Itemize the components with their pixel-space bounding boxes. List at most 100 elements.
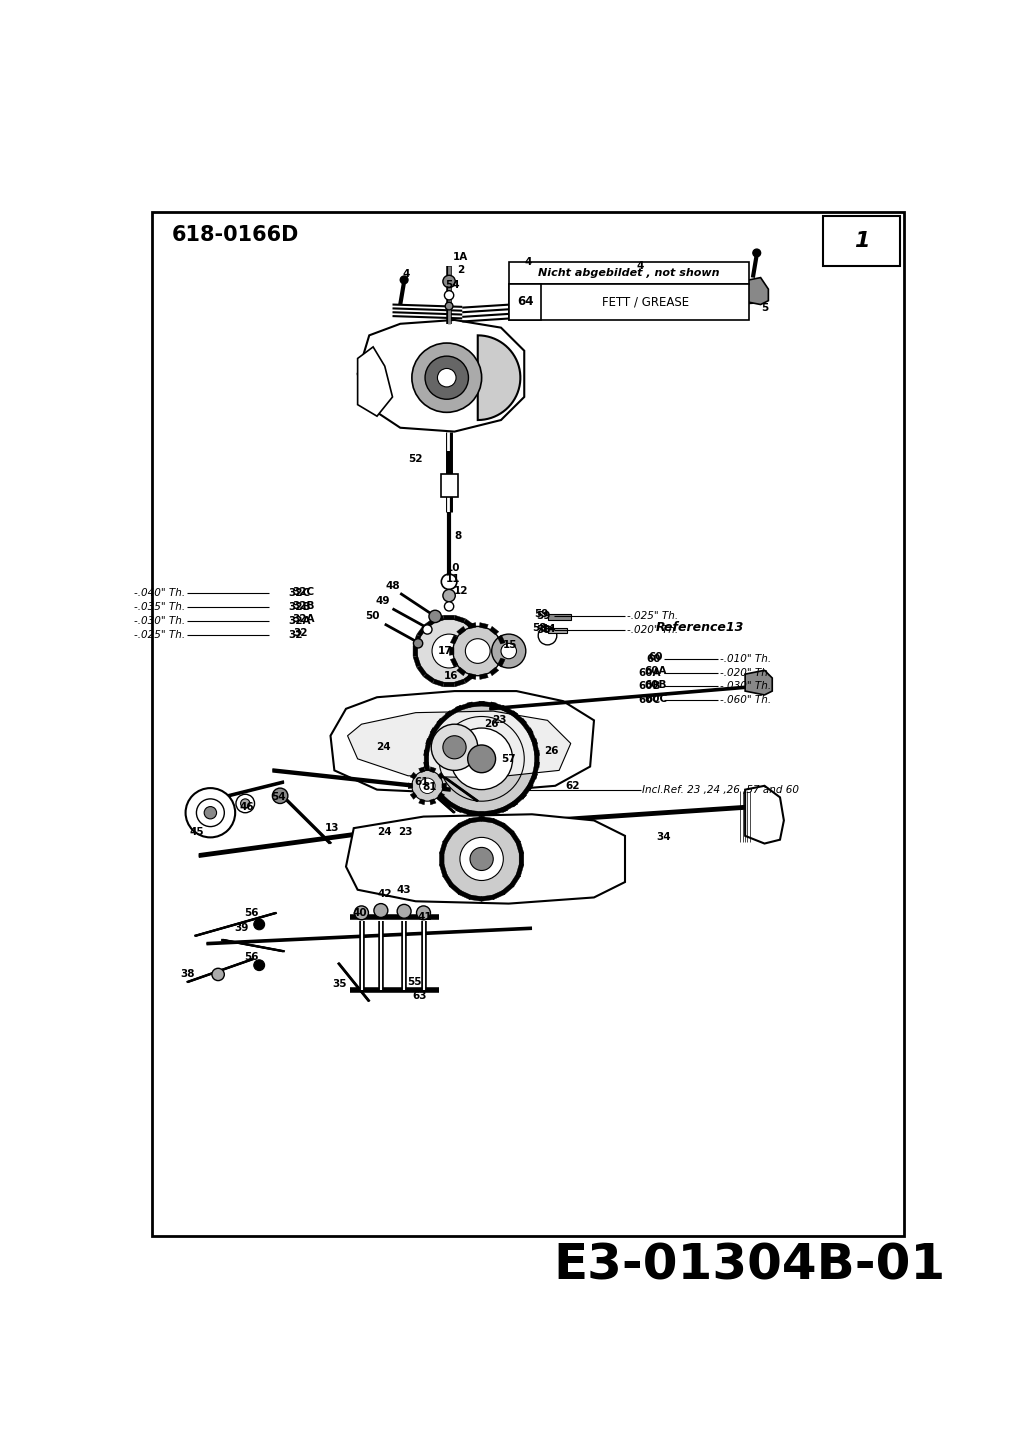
Polygon shape (438, 793, 445, 799)
Text: 41: 41 (418, 912, 432, 922)
Text: -.020" Th.: -.020" Th. (719, 667, 771, 677)
Circle shape (427, 705, 536, 813)
Polygon shape (457, 627, 465, 635)
Polygon shape (430, 718, 444, 735)
Polygon shape (440, 841, 447, 854)
Text: 56: 56 (245, 952, 259, 962)
Text: 24: 24 (376, 742, 390, 752)
Text: 58: 58 (536, 625, 551, 635)
Polygon shape (413, 635, 421, 645)
Text: 60A: 60A (638, 667, 660, 677)
Circle shape (400, 276, 408, 284)
Text: -.010" Th.: -.010" Th. (719, 654, 771, 664)
Circle shape (240, 799, 250, 807)
Polygon shape (502, 647, 506, 655)
Text: -.025" Th.: -.025" Th. (626, 612, 678, 621)
Polygon shape (478, 336, 520, 420)
Polygon shape (479, 810, 496, 816)
Circle shape (443, 589, 455, 602)
Polygon shape (519, 852, 524, 865)
Polygon shape (478, 635, 485, 645)
Polygon shape (741, 278, 769, 304)
Text: 23: 23 (397, 828, 412, 836)
Circle shape (501, 644, 516, 658)
Bar (509, 284, 542, 320)
Polygon shape (463, 673, 475, 683)
Circle shape (374, 903, 388, 917)
Polygon shape (502, 705, 518, 718)
Text: 60: 60 (646, 654, 660, 664)
Text: 40: 40 (353, 907, 367, 917)
Text: 64: 64 (517, 295, 534, 308)
Text: 59: 59 (537, 612, 551, 621)
Polygon shape (438, 773, 445, 778)
Polygon shape (358, 347, 392, 417)
Circle shape (254, 919, 264, 930)
Text: 60B: 60B (645, 680, 668, 690)
Text: 8: 8 (455, 531, 462, 541)
Text: 59: 59 (535, 609, 548, 619)
Polygon shape (492, 818, 505, 828)
Polygon shape (516, 864, 524, 877)
Circle shape (453, 627, 503, 676)
Text: 32A: 32A (288, 616, 311, 627)
Polygon shape (531, 738, 540, 755)
Circle shape (196, 799, 224, 826)
Polygon shape (497, 635, 505, 644)
Circle shape (417, 906, 430, 920)
Polygon shape (480, 673, 488, 680)
Polygon shape (449, 884, 461, 894)
Circle shape (420, 778, 436, 793)
Polygon shape (449, 823, 461, 835)
Polygon shape (502, 800, 518, 813)
Text: 1: 1 (853, 232, 869, 250)
Text: 63: 63 (413, 991, 427, 1001)
Circle shape (412, 343, 482, 412)
Circle shape (753, 249, 761, 256)
Circle shape (355, 906, 368, 920)
Text: 54: 54 (271, 793, 286, 802)
Polygon shape (502, 884, 514, 894)
Polygon shape (440, 864, 447, 877)
Bar (509, 262, 749, 284)
Text: E3-01304B-01: E3-01304B-01 (553, 1242, 945, 1289)
Text: 62: 62 (566, 781, 580, 792)
Polygon shape (455, 806, 473, 816)
Bar (509, 284, 749, 320)
Polygon shape (535, 750, 539, 767)
Polygon shape (413, 645, 418, 657)
Circle shape (470, 848, 493, 871)
Text: 26: 26 (544, 747, 558, 757)
Text: 2: 2 (457, 265, 464, 275)
Text: 55: 55 (407, 977, 421, 987)
Circle shape (186, 789, 235, 838)
Circle shape (429, 611, 442, 622)
Circle shape (412, 770, 443, 802)
Text: 60C: 60C (639, 696, 660, 705)
Circle shape (460, 838, 504, 881)
Circle shape (425, 356, 469, 399)
Text: 4: 4 (402, 269, 410, 279)
Polygon shape (449, 647, 454, 655)
Polygon shape (490, 806, 508, 816)
Polygon shape (467, 673, 476, 680)
Polygon shape (510, 831, 520, 844)
Polygon shape (457, 667, 465, 676)
Text: -.020" Th.: -.020" Th. (626, 625, 678, 635)
Text: 52: 52 (409, 453, 423, 463)
Text: Reference13: Reference13 (656, 621, 744, 634)
Text: 14: 14 (542, 625, 556, 634)
Circle shape (414, 638, 423, 648)
Polygon shape (444, 682, 454, 687)
Polygon shape (470, 896, 482, 901)
Text: 26: 26 (484, 719, 498, 729)
Circle shape (417, 619, 482, 683)
Circle shape (204, 806, 217, 819)
Circle shape (423, 625, 432, 634)
Polygon shape (425, 728, 437, 745)
Polygon shape (516, 841, 524, 854)
Polygon shape (348, 710, 571, 778)
Text: 10: 10 (446, 563, 460, 573)
Text: 46: 46 (239, 802, 254, 812)
Circle shape (397, 904, 411, 919)
